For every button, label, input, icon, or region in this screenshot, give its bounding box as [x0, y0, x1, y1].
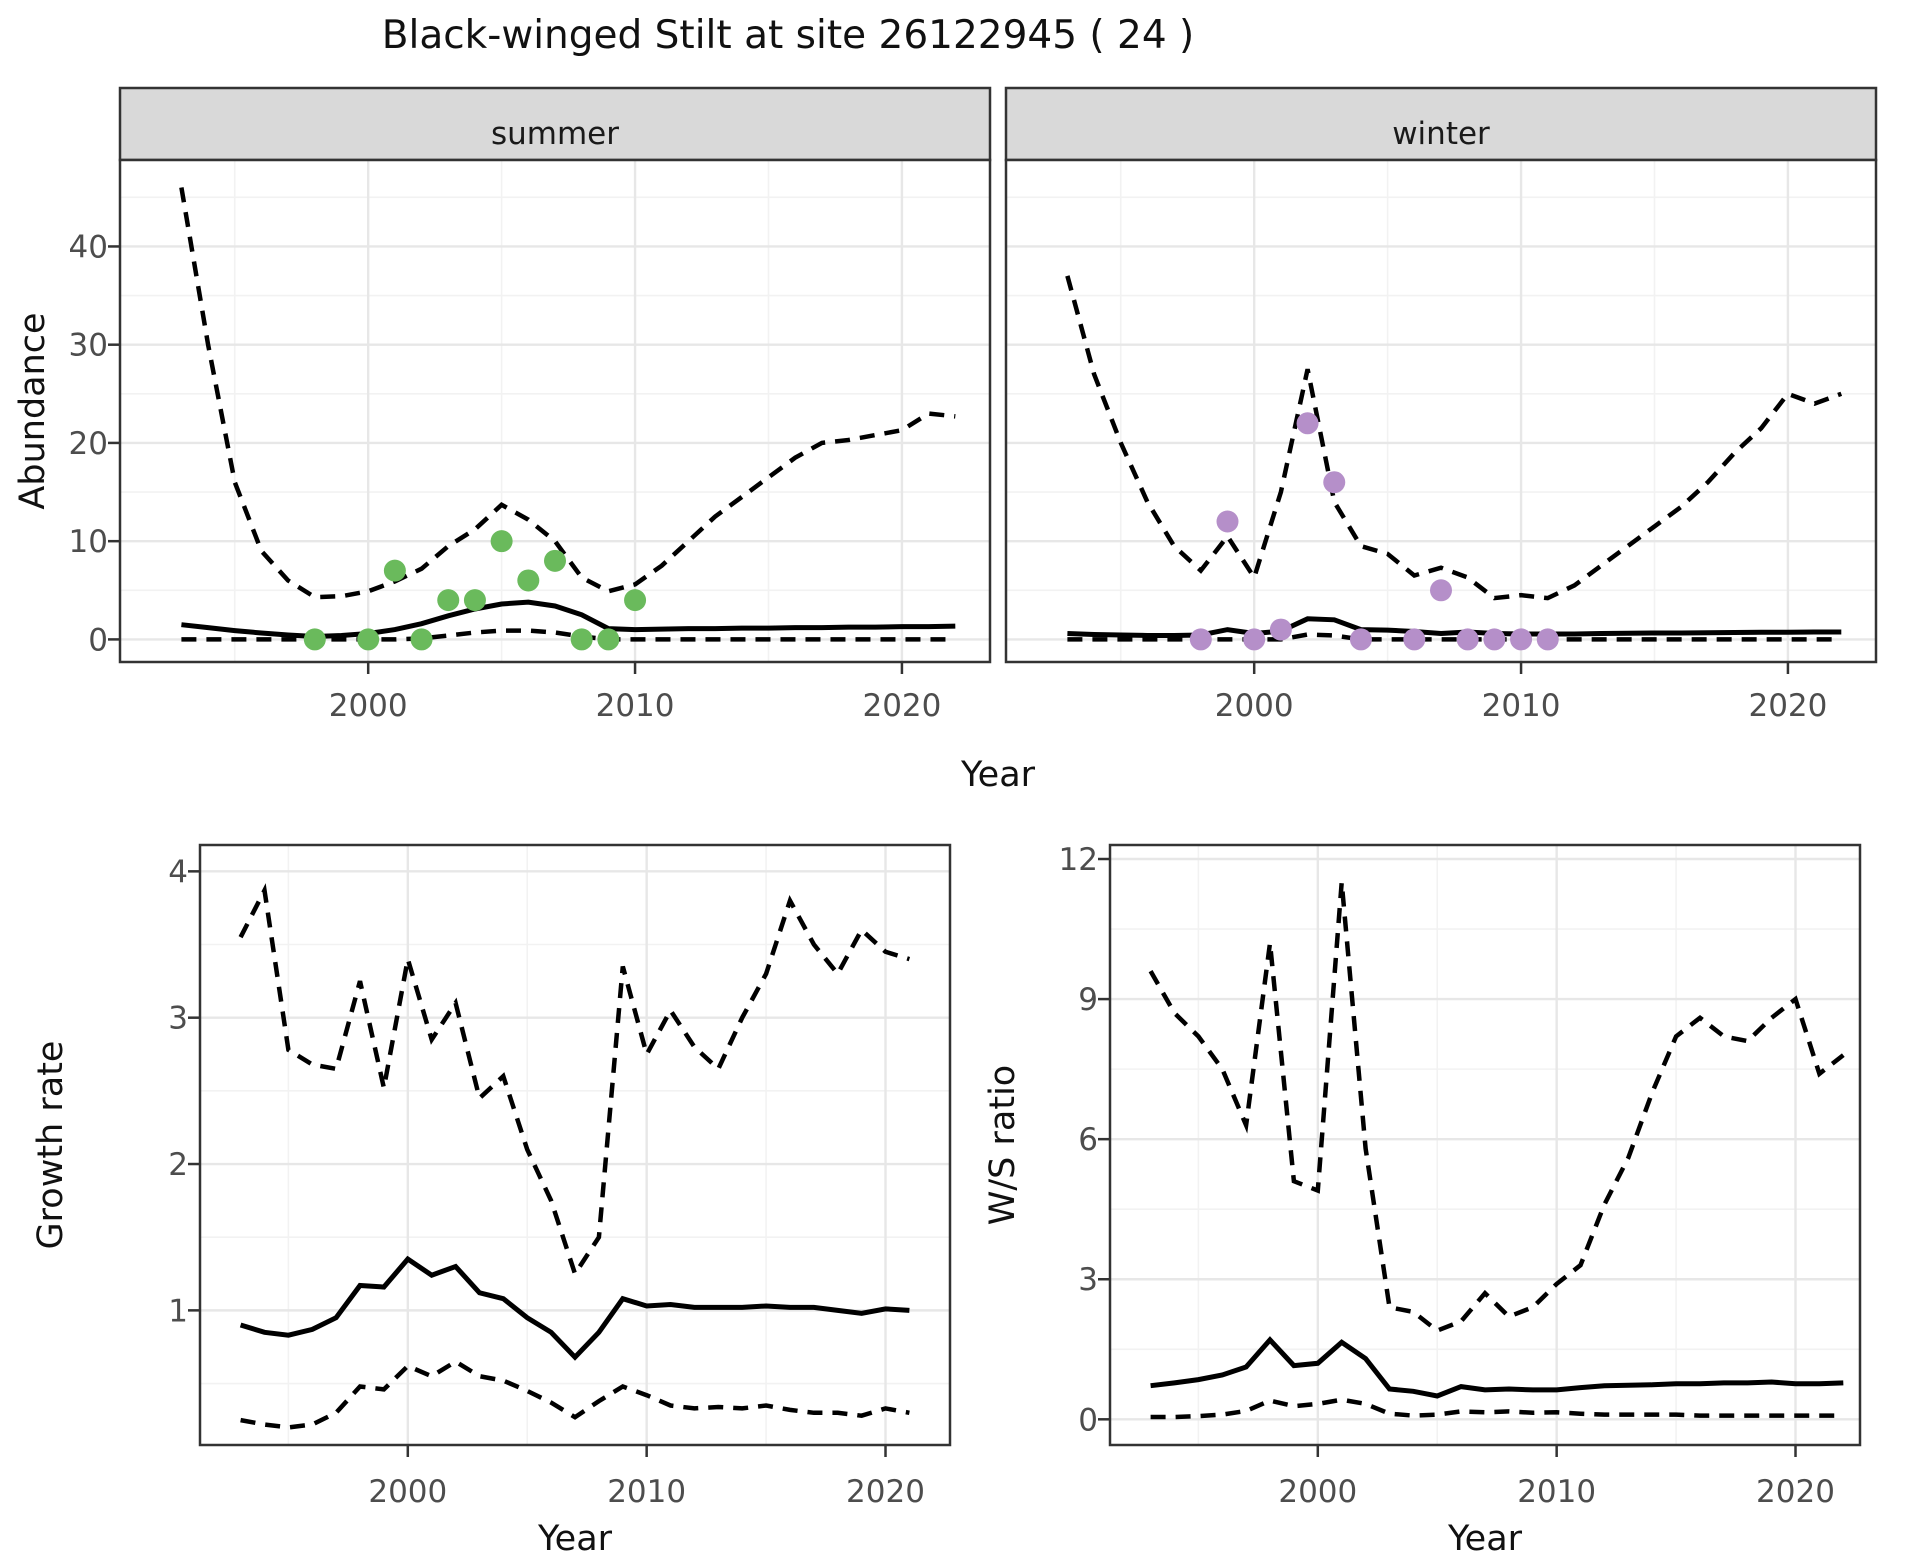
observed-point: [624, 589, 647, 612]
x-tick-label: 2020: [862, 688, 941, 724]
observed-point: [410, 628, 433, 651]
observed-point: [1243, 628, 1266, 651]
x-tick-label: 2000: [329, 688, 408, 724]
x-axis-title-year-bottom-right: Year: [1447, 1519, 1523, 1559]
panel-background: [1110, 845, 1860, 1445]
observed-point: [1483, 628, 1506, 651]
observed-point: [544, 549, 566, 572]
series-ci-lower-line: [240, 1358, 910, 1430]
observed-point: [357, 628, 380, 651]
page-title: Black-winged Stilt at site 26122945 ( 24…: [382, 13, 1195, 58]
y-tick-label: 2: [168, 1147, 188, 1183]
panel-border: [198, 843, 952, 1447]
y-tick-label: 4: [168, 854, 188, 890]
x-tick-label: 2010: [1517, 1474, 1596, 1510]
x-tick-label: 2000: [368, 1474, 447, 1510]
y-tick-label: 3: [168, 1001, 188, 1037]
x-tick-label: 2000: [1215, 688, 1294, 724]
series-median-line: [239, 1255, 910, 1361]
y-tick-label: 3: [1078, 1262, 1098, 1298]
panel-background: [1006, 160, 1876, 662]
y-tick-label: 9: [1078, 982, 1098, 1018]
series-ci-lower-line: [1150, 1397, 1844, 1420]
x-tick-label: 2000: [1278, 1474, 1357, 1510]
x-tick-label: 2010: [1482, 688, 1561, 724]
y-axis-title-ws-ratio: W/S ratio: [983, 1065, 1023, 1225]
x-tick-label: 2020: [1756, 1474, 1835, 1510]
panel-background: [120, 160, 990, 662]
facet-strip-summer-label: summer: [491, 116, 619, 152]
y-tick-label: 0: [88, 622, 108, 658]
observed-point: [1349, 628, 1372, 651]
x-tick-label: 2010: [596, 688, 675, 724]
x-tick-label: 2020: [846, 1474, 925, 1510]
series-ci-upper-line: [179, 187, 956, 600]
y-tick-label: 0: [1078, 1402, 1098, 1438]
observed-point: [1456, 628, 1479, 651]
panel-abundance-winter: 2000 2010 2020: [1004, 158, 1878, 724]
observed-point: [1269, 618, 1292, 641]
observed-point: [517, 569, 540, 592]
observed-point: [437, 589, 460, 612]
observed-point: [1510, 628, 1533, 651]
observed-point: [570, 628, 593, 651]
y-axis-title-abundance: Abundance: [13, 312, 53, 509]
y-axis-title-growth-rate: Growth rate: [31, 1041, 71, 1250]
panel-growth-rate: 2000 2010 2020 1 2 3 4: [168, 843, 952, 1510]
y-tick-label: 30: [69, 328, 108, 364]
series-median-line: [1150, 1336, 1844, 1399]
panel-ws-ratio: 2000 2010 2020 0 3 6 9 12: [1059, 842, 1862, 1510]
panel-border: [1004, 158, 1878, 664]
observed-point: [1403, 628, 1426, 651]
panel-border: [118, 158, 992, 664]
panel-border: [1108, 843, 1862, 1447]
panel-abundance-summer: 2000 2010 2020 0 10 20 30 40: [69, 158, 992, 724]
y-tick-label: 20: [69, 426, 108, 462]
observed-point: [1189, 628, 1212, 651]
observed-point: [1216, 510, 1239, 533]
observed-point: [383, 559, 406, 582]
y-tick-label: 12: [1059, 842, 1098, 878]
series-ci-upper-line: [238, 883, 911, 1279]
facet-strip-summer: [118, 86, 992, 162]
observed-point: [303, 628, 326, 651]
observed-point: [490, 530, 513, 553]
y-tick-label: 1: [168, 1293, 188, 1329]
observed-point: [1430, 579, 1452, 602]
y-tick-label: 10: [69, 524, 108, 560]
observed-point: [597, 628, 620, 651]
facet-strip-winter-label: winter: [1392, 116, 1490, 152]
facet-strip-winter: [1004, 86, 1878, 162]
y-tick-label: 40: [69, 229, 108, 265]
y-tick-label: 6: [1078, 1122, 1098, 1158]
observed-point: [1323, 471, 1346, 494]
x-tick-label: 2010: [607, 1474, 686, 1510]
x-axis-title-year-bottom-left: Year: [537, 1519, 613, 1559]
observed-point: [463, 589, 486, 612]
observed-point: [1536, 628, 1559, 651]
observed-point: [1296, 412, 1319, 435]
series-ci-upper-line: [1065, 275, 1843, 601]
x-tick-label: 2020: [1748, 688, 1827, 724]
x-axis-title-year-top: Year: [960, 755, 1036, 795]
series-ci-upper-line: [1148, 882, 1845, 1334]
